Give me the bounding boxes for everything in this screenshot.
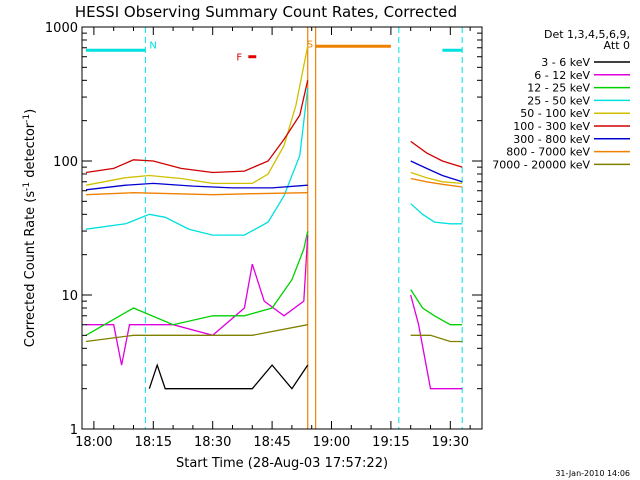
y-tick-label-2: 100 <box>53 155 78 170</box>
x-tick-label-2: 18:30 <box>194 435 231 450</box>
series-line-2-0 <box>85 230 309 336</box>
legend-label-5: 100 - 300 keV <box>513 120 590 133</box>
legend-label-7: 800 - 7000 keV <box>506 146 590 159</box>
legend-title-line-1: Att 0 <box>604 39 630 52</box>
legend-label-3: 25 - 50 keV <box>527 94 590 107</box>
series-line-7-1 <box>410 177 463 188</box>
series-line-3-0 <box>85 88 309 236</box>
legend-label-0: 3 - 6 keV <box>541 56 590 69</box>
y-tick-label-0: 1 <box>70 423 78 438</box>
series-line-1-0 <box>86 235 309 366</box>
saa-flag-label: S <box>307 39 313 50</box>
y-tick-label-3: 1000 <box>45 21 78 36</box>
plot-area: N S F <box>85 27 463 429</box>
series-line-2-1 <box>410 289 463 326</box>
legend-label-8: 7000 - 20000 keV <box>492 158 590 171</box>
legend-label-1: 6 - 12 keV <box>534 69 590 82</box>
y-tick-label-1: 10 <box>61 289 78 304</box>
x-tick-label-5: 19:15 <box>372 435 409 450</box>
series-line-5-1 <box>410 140 463 168</box>
x-tick-label-4: 19:00 <box>313 435 350 450</box>
axes: 18:00 18:15 18:30 18:45 19:00 19:15 19:30 1 10 10… <box>45 21 482 450</box>
x-axis-label: Start Time (28-Aug-03 17:57:22) <box>176 456 388 471</box>
legend-title-line-0: Det 1,3,4,5,6,9, <box>544 28 630 41</box>
legend-label-4: 50 - 100 keV <box>520 107 590 120</box>
series-line-1-1 <box>410 294 463 390</box>
x-tick-label-0: 18:00 <box>75 435 112 450</box>
series-line-8-1 <box>410 334 463 343</box>
x-tick-label-3: 18:45 <box>253 435 290 450</box>
flare-flag-label: F <box>236 53 242 64</box>
series-line-8-0 <box>85 324 308 343</box>
x-tick-label-6: 19:30 <box>432 435 469 450</box>
series-line-6-1 <box>410 160 463 183</box>
legend-label-6: 300 - 800 keV <box>513 133 590 146</box>
series-line-3-1 <box>410 203 463 225</box>
series-line-0-0 <box>148 363 309 390</box>
legend-label-2: 12 - 25 keV <box>527 82 590 95</box>
series-line-4-1 <box>410 171 463 185</box>
series-line-4-0 <box>85 45 309 186</box>
x-tick-label-1: 18:15 <box>135 435 172 450</box>
night-flag-label: N <box>149 40 156 51</box>
timestamp: 31-Jan-2010 14:06 <box>555 469 630 478</box>
plot-frame <box>81 26 483 430</box>
y-axis-label: Corrected Count Rate (s-1 detector-1) <box>22 109 38 347</box>
series-line-5-0 <box>85 80 309 174</box>
chart-title: HESSI Observing Summary Count Rates, Cor… <box>75 3 457 21</box>
series-line-6-0 <box>85 182 308 191</box>
series-line-7-0 <box>85 192 308 196</box>
